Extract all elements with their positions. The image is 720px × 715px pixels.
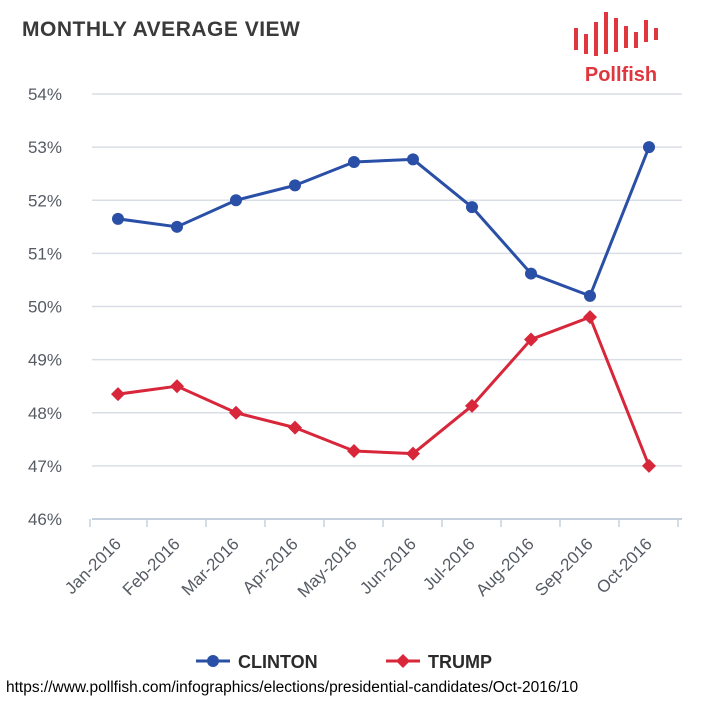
legend-marker-clinton <box>207 655 219 667</box>
source-url: https://www.pollfish.com/infographics/el… <box>6 679 579 696</box>
x-tick-label: Jun-2016 <box>356 534 420 598</box>
y-tick-label: 51% <box>28 244 62 263</box>
y-tick-label: 53% <box>28 138 62 157</box>
data-point-trump <box>229 405 243 420</box>
data-point-clinton <box>230 194 242 207</box>
data-point-trump <box>524 332 538 347</box>
data-point-clinton <box>348 156 360 168</box>
y-tick-label: 46% <box>28 510 62 529</box>
bar-wave-logo-icon <box>574 12 658 56</box>
x-tick-label: Mar-2016 <box>178 534 243 599</box>
logo-wordmark: Pollfish <box>584 64 658 86</box>
y-tick-label: 52% <box>28 191 62 210</box>
data-point-trump <box>465 398 479 413</box>
data-point-clinton <box>289 179 301 192</box>
y-tick-label: 47% <box>28 457 62 476</box>
data-point-clinton <box>525 267 537 280</box>
data-point-trump <box>170 379 184 394</box>
data-point-clinton <box>466 201 478 214</box>
series-line-trump <box>117 315 651 467</box>
y-axis-ticks: 46% 47% 48% 49% 50% 51% 52% 53% 54% <box>28 85 62 529</box>
chart-title: MONTHLY AVERAGE VIEW <box>22 18 301 41</box>
x-tick-label: Apr-2016 <box>239 534 302 597</box>
legend-marker-trump <box>396 654 410 668</box>
x-tick-label: May-2016 <box>294 534 361 601</box>
x-tick-label: Jul-2016 <box>419 534 479 594</box>
x-tick-label: Aug-2016 <box>472 534 538 600</box>
x-tick-label: Jan-2016 <box>61 534 125 598</box>
data-point-clinton <box>584 289 596 302</box>
x-tick-label: Sep-2016 <box>531 534 597 600</box>
x-axis: Jan-2016Feb-2016Mar-2016Apr-2016May-2016… <box>61 518 682 601</box>
x-tick-label: Oct-2016 <box>593 534 656 597</box>
data-point-trump <box>111 387 125 402</box>
data-point-trump <box>347 444 361 458</box>
data-point-trump <box>288 420 302 435</box>
y-tick-label: 49% <box>28 351 62 370</box>
data-point-trump <box>406 446 420 461</box>
series-line-clinton <box>117 146 651 298</box>
data-point-clinton <box>112 212 124 225</box>
pollfish-logo: Pollfish <box>566 8 676 88</box>
y-tick-label: 48% <box>28 404 62 423</box>
x-tick-label: Feb-2016 <box>119 534 184 599</box>
y-tick-label: 50% <box>28 298 62 317</box>
data-point-clinton <box>171 220 183 233</box>
grid-lines <box>92 93 682 520</box>
series-layer <box>111 141 656 473</box>
data-point-trump <box>583 310 597 325</box>
data-point-trump <box>642 458 656 473</box>
legend-label-trump: TRUMP <box>428 652 492 672</box>
y-tick-label: 54% <box>28 85 62 104</box>
legend: CLINTON TRUMP <box>196 652 492 672</box>
data-point-clinton <box>643 141 655 154</box>
legend-label-clinton: CLINTON <box>238 652 318 672</box>
data-point-clinton <box>407 153 419 166</box>
